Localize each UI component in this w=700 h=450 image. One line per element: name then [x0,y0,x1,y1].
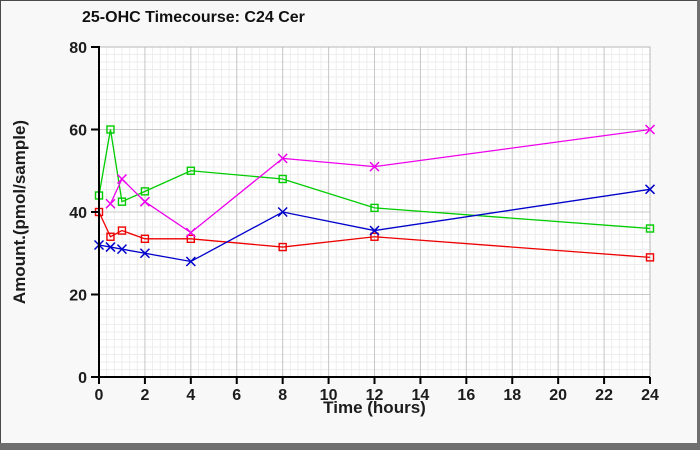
marker-square [186,234,196,244]
chart-title: 25-OHC Timecourse: C24 Cer [82,9,305,26]
x-tick-label: 2 [140,387,149,404]
marker-x [277,206,288,218]
x-tick-label: 0 [95,387,104,404]
marker-x [369,161,380,172]
x-tick-label: 16 [457,387,475,404]
marker-square [140,187,150,196]
marker-x [644,184,656,195]
marker-square [106,232,115,241]
x-tick-label: 8 [278,387,287,404]
marker-square [370,232,379,241]
marker-x [139,196,150,207]
window-border-left [0,0,1,450]
marker-x [277,153,288,164]
marker-square [106,125,115,134]
series-red-squares [94,207,655,262]
series-blue-x [93,184,656,267]
x-tick-label: 6 [232,387,241,404]
marker-x [105,242,116,253]
series-magenta-x [105,124,656,238]
marker-x [185,256,196,267]
x-tick-label: 14 [412,387,430,404]
marker-x [139,248,150,259]
tick-marks [91,46,651,384]
window-border-bottom [0,443,700,450]
y-axis-label-wrap: Amount.(pmol/sample) [2,47,38,377]
x-tick-label: 24 [641,387,659,404]
marker-x [369,225,380,236]
series-green-squares-line [98,129,651,230]
y-tick-label: 60 [69,123,87,140]
marker-square [278,174,287,184]
marker-x [116,173,127,185]
marker-x [105,198,116,209]
x-axis-label: Time (hours) [323,398,426,417]
x-tick-label: 12 [366,387,384,404]
marker-square [370,203,379,213]
marker-square [117,197,127,206]
marker-square [278,242,287,252]
marker-square [186,166,196,175]
marker-square [117,226,127,235]
window-border-right [697,0,700,450]
marker-square [140,234,150,244]
y-tick-label: 20 [69,288,87,305]
x-tick-label: 20 [549,387,567,404]
x-tick-label: 4 [186,387,195,404]
marker-square [645,253,655,262]
marker-square [645,224,655,233]
series-blue-x-line [98,188,651,263]
y-tick-label: 0 [78,370,87,387]
y-tick-label: 40 [69,205,87,222]
marker-x [116,244,127,255]
marker-x [185,227,196,238]
marker-x [644,124,656,135]
series-red-squares-line [98,211,651,259]
x-tick-label: 22 [595,387,613,404]
window-border-top [0,0,700,1]
y-axis-label: Amount.(pmol/sample) [10,119,30,305]
x-tick-label: 10 [320,387,338,404]
y-tick-label: 80 [69,40,87,57]
x-tick-label: 18 [503,387,521,404]
